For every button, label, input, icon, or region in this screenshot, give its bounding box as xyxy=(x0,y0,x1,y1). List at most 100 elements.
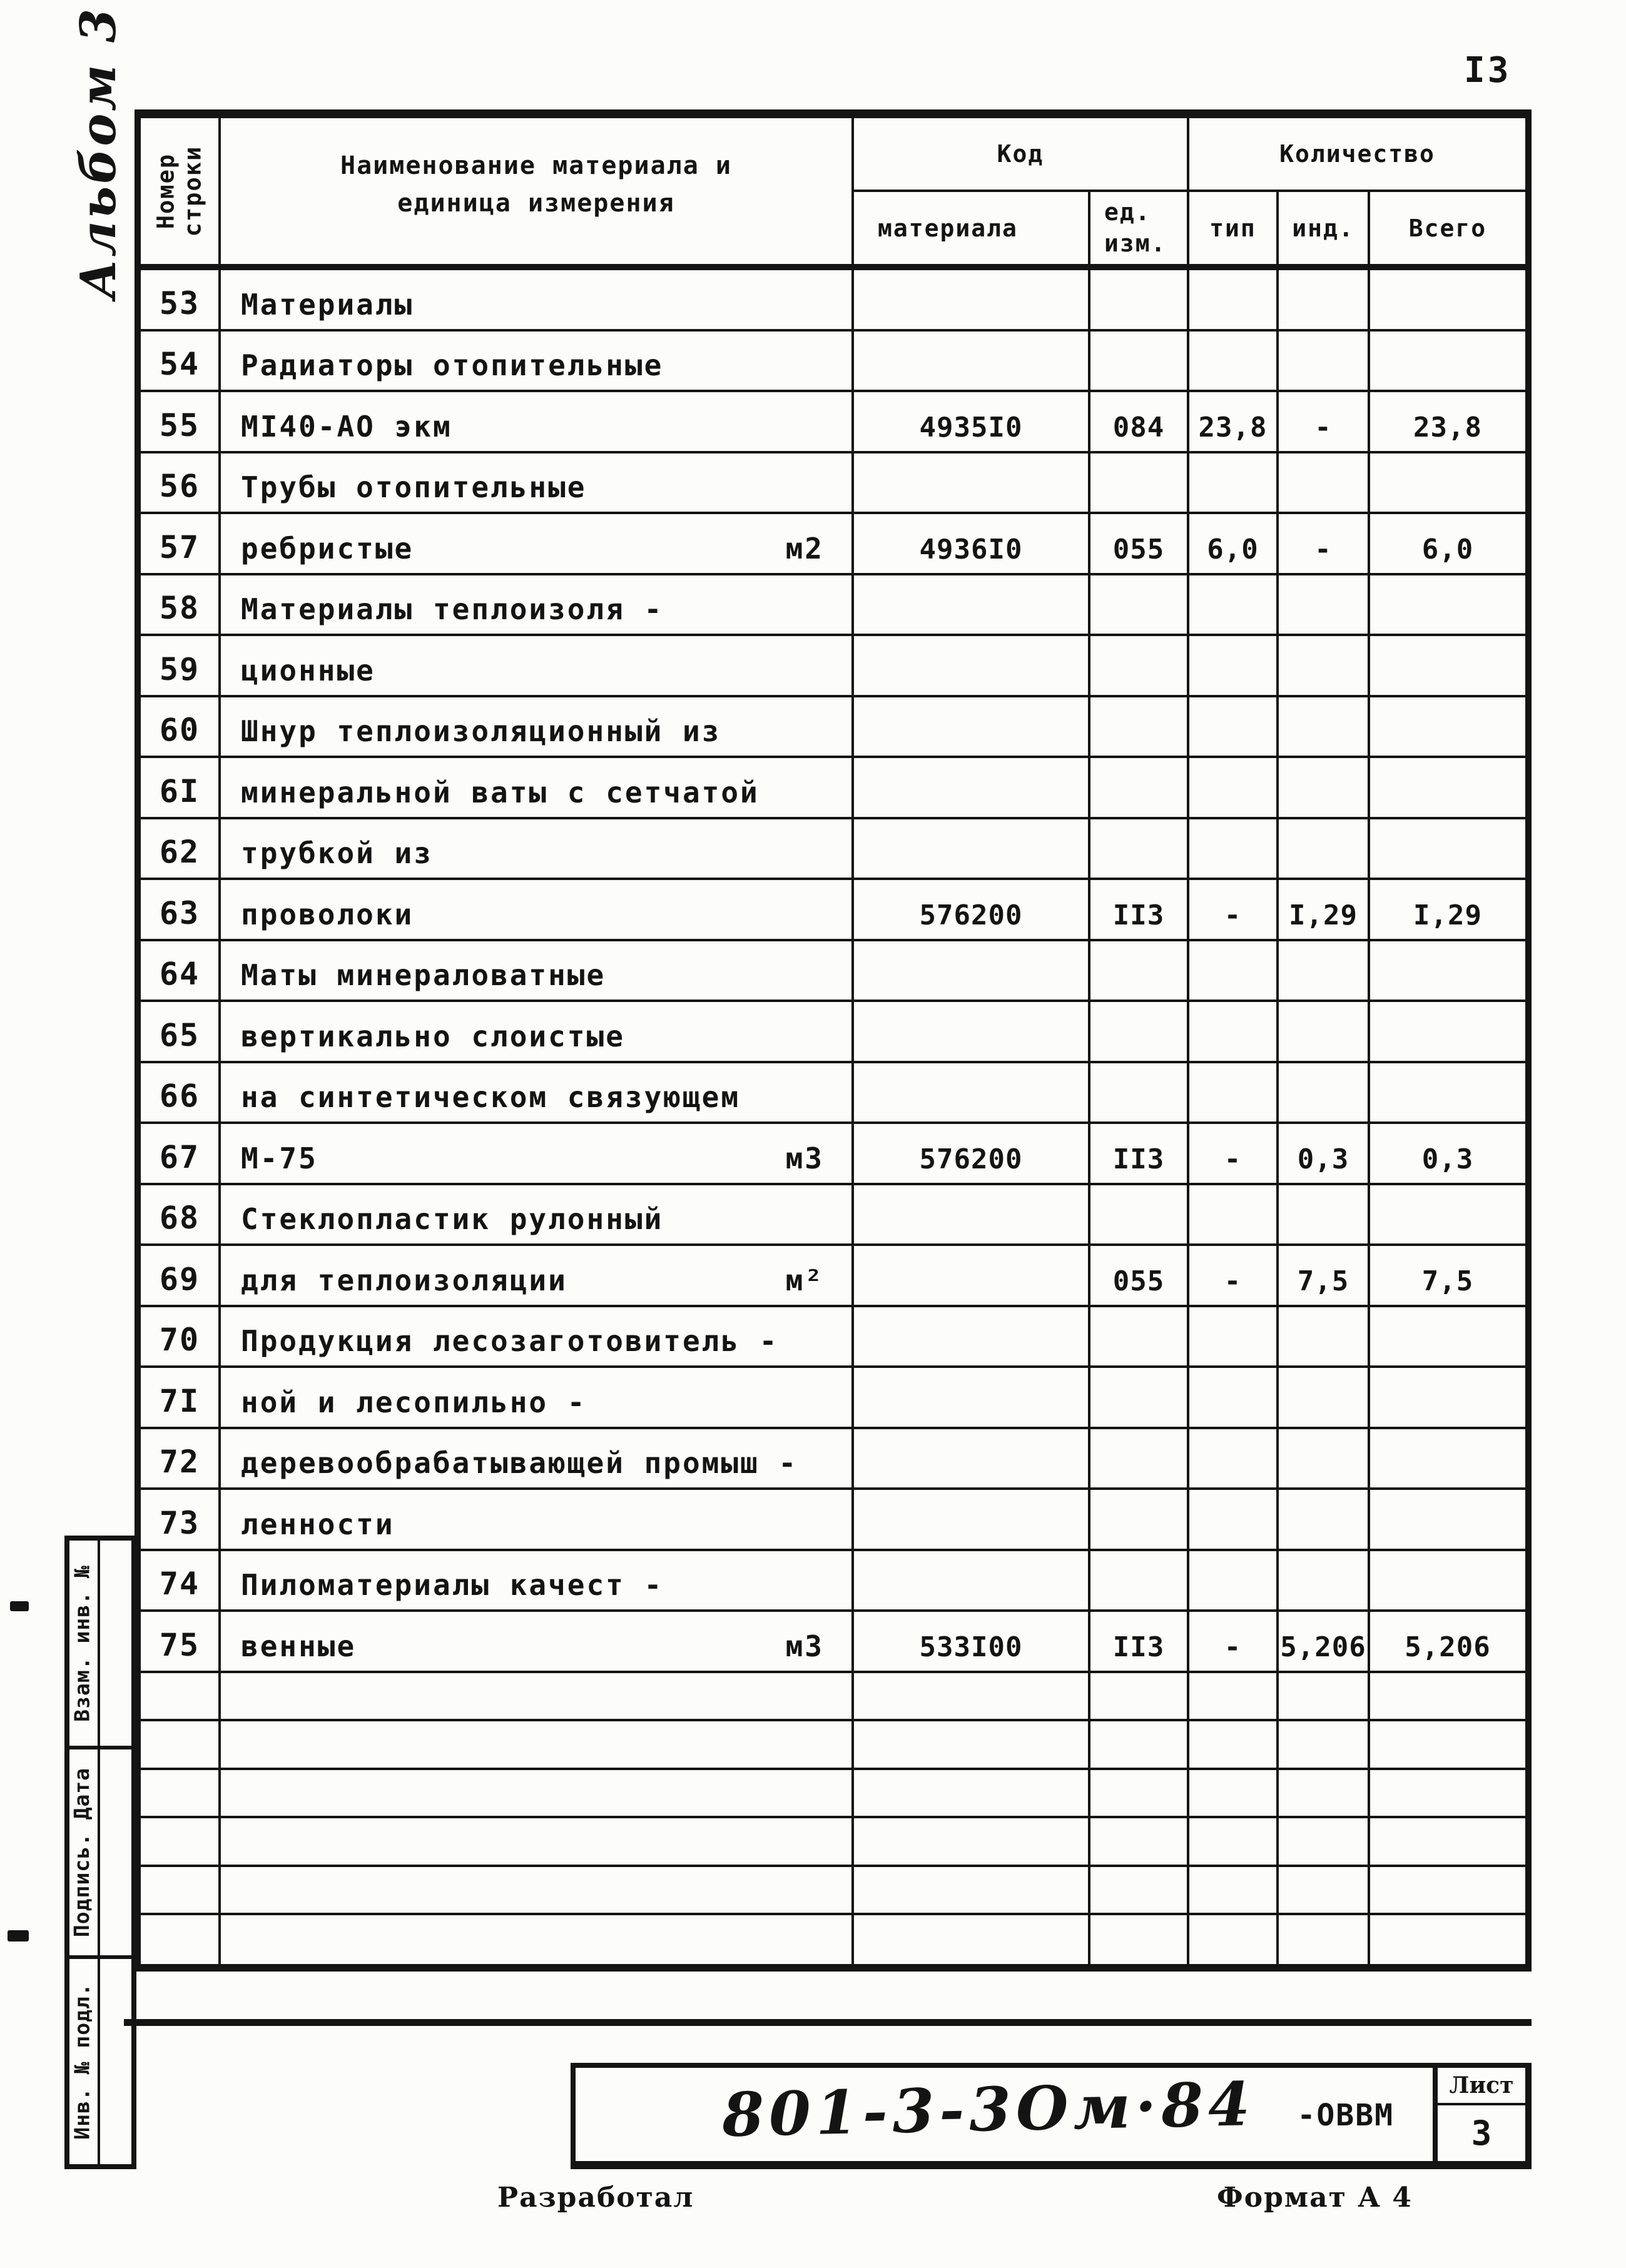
qty-type xyxy=(1189,636,1279,695)
empty-cell xyxy=(1370,1867,1525,1913)
empty-cell xyxy=(141,1866,221,1913)
material-code xyxy=(854,1063,1090,1121)
empty-cell xyxy=(854,1866,1090,1913)
header-qty-type: тип xyxy=(1189,192,1279,264)
scan-artifact xyxy=(8,1930,29,1941)
row-number: 55 xyxy=(141,392,221,451)
qty-type xyxy=(1189,1490,1279,1549)
empty-cell xyxy=(1189,1866,1279,1913)
empty-cell xyxy=(1090,1866,1189,1913)
qty-ind xyxy=(1279,697,1370,756)
header-code-group: Код xyxy=(854,118,1189,192)
empty-cell xyxy=(1090,1721,1189,1768)
qty-type xyxy=(1189,331,1279,390)
empty-cell xyxy=(854,1721,1090,1768)
qty-ind: I,29 xyxy=(1279,880,1370,939)
material-name-cell: Радиаторы отопительные xyxy=(221,331,854,390)
row-number: 75 xyxy=(141,1612,221,1671)
empty-cell xyxy=(221,1673,854,1719)
empty-cell xyxy=(1090,1673,1189,1719)
material-name: ной и лесопильно - xyxy=(241,1385,587,1419)
qty-type xyxy=(1189,758,1279,817)
qty-total xyxy=(1370,1429,1525,1488)
unit-code xyxy=(1090,1185,1189,1243)
scan-artifact xyxy=(10,1601,29,1611)
sidebar-divider xyxy=(98,1541,100,1746)
material-code xyxy=(854,270,1090,329)
qty-ind xyxy=(1279,1307,1370,1365)
material-code xyxy=(854,1551,1090,1609)
table-row: 73 ленности xyxy=(141,1490,1525,1551)
empty-cell xyxy=(1279,1673,1370,1719)
unit-code xyxy=(1090,1002,1189,1061)
material-code xyxy=(854,1185,1090,1243)
row-number: 59 xyxy=(141,636,221,695)
empty-row xyxy=(141,1769,1525,1818)
material-name-cell: МI40-АО экм xyxy=(221,392,854,451)
unit-code xyxy=(1090,758,1189,817)
table-row: 62 трубкой из xyxy=(141,819,1525,880)
material-unit: м² xyxy=(785,1263,824,1297)
table-header: Номер строки Наименование материала и ед… xyxy=(141,118,1525,270)
row-number: 70 xyxy=(141,1307,221,1365)
header-code-unit: ед. изм. xyxy=(1090,192,1189,264)
row-number: 74 xyxy=(141,1551,221,1609)
format-label: Формат А 4 xyxy=(1217,2182,1413,2214)
sheet-number: 3 xyxy=(1471,2113,1492,2153)
row-number: 67 xyxy=(141,1124,221,1183)
material-code: 4936I0 xyxy=(854,514,1090,573)
row-number: 69 xyxy=(141,1246,221,1305)
material-name-cell: минеральной ваты с сетчатой xyxy=(221,758,854,817)
empty-cell xyxy=(141,1769,221,1816)
table-empty-rows xyxy=(141,1673,1525,1964)
header-qty-ind: инд. xyxy=(1279,192,1370,264)
qty-total xyxy=(1370,636,1525,695)
empty-row xyxy=(141,1915,1525,1964)
sidebar-divider xyxy=(98,1958,100,2164)
qty-ind xyxy=(1279,1002,1370,1061)
qty-total xyxy=(1370,1002,1525,1061)
sidebar-section-label: Инв. № подл. xyxy=(69,1983,94,2140)
qty-ind: 0,3 xyxy=(1279,1124,1370,1183)
material-name-cell: деревообрабатывающей промыш - xyxy=(221,1429,854,1487)
page-number: I3 xyxy=(1464,50,1512,91)
qty-total xyxy=(1370,332,1525,390)
material-name: МI40-АО экм xyxy=(241,409,452,443)
table-row: 56 Трубы отопительные xyxy=(141,453,1525,514)
empty-cell xyxy=(1189,1769,1279,1816)
table-row: 54 Радиаторы отопительные xyxy=(141,331,1525,392)
row-number: 60 xyxy=(141,697,221,756)
qty-total xyxy=(1370,941,1525,1000)
material-code xyxy=(854,453,1090,512)
sidebar-section: Подпись. Дата xyxy=(69,1749,131,1959)
qty-total xyxy=(1370,697,1525,756)
material-code xyxy=(854,575,1090,634)
material-name-cell: Материалы xyxy=(221,270,854,329)
qty-type xyxy=(1189,1429,1279,1487)
qty-ind xyxy=(1279,1185,1370,1243)
unit-code xyxy=(1090,941,1189,1000)
empty-cell xyxy=(1279,1915,1370,1964)
material-name-cell: ционные xyxy=(221,636,854,695)
qty-ind xyxy=(1279,575,1370,634)
table-row: 70 Продукция лесозаготовитель - xyxy=(141,1307,1525,1368)
qty-ind xyxy=(1279,636,1370,695)
table-row: 6I минеральной ваты с сетчатой xyxy=(141,758,1525,819)
table-row: 55 МI40-АО экм 4935I0 084 23,8 - 23,8 xyxy=(141,392,1525,453)
material-name: Шнур теплоизоляционный из xyxy=(241,714,721,748)
empty-cell xyxy=(1370,1721,1525,1768)
empty-row xyxy=(141,1818,1525,1867)
unit-code: II3 xyxy=(1090,1124,1189,1183)
qty-total xyxy=(1370,758,1525,817)
material-name: деревообрабатывающей промыш - xyxy=(241,1446,798,1480)
material-name-cell: ребристые м2 xyxy=(221,514,854,573)
sheet-label: Лист xyxy=(1438,2068,1525,2105)
sidebar-section: Инв. № подл. xyxy=(69,1958,131,2164)
qty-total: I,29 xyxy=(1413,899,1482,931)
material-name: для теплоизоляции xyxy=(241,1263,567,1297)
empty-cell xyxy=(1189,1915,1279,1964)
material-name: венные xyxy=(241,1629,357,1663)
qty-total xyxy=(1370,1063,1525,1122)
unit-code: 055 xyxy=(1090,514,1189,573)
table-row: 69 для теплоизоляции м² 055 - 7,5 7,5 xyxy=(141,1246,1525,1307)
